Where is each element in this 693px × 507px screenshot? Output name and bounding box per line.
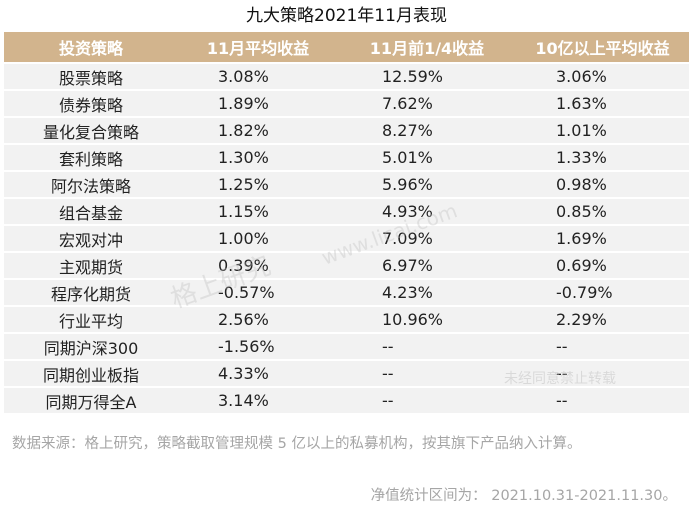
large-fund-average-cell: 1.01% <box>516 118 689 143</box>
table-row: 程序化期货 -0.57% 4.23% -0.79% <box>4 280 689 305</box>
nov-top-quartile-cell: 10.96% <box>338 307 516 332</box>
nov-top-quartile-cell: 5.01% <box>338 145 516 170</box>
column-header-nov-average: 11月平均收益 <box>178 32 338 62</box>
nov-average-cell: 1.25% <box>178 172 338 197</box>
table-header-row: 投资策略 11月平均收益 11月前1/4收益 10亿以上平均收益 <box>4 32 689 62</box>
strategy-name-cell: 同期沪深300 <box>4 334 178 359</box>
strategy-name-cell: 同期创业板指 <box>4 361 178 386</box>
column-header-strategy: 投资策略 <box>4 32 178 62</box>
strategy-name-cell: 组合基金 <box>4 199 178 224</box>
nov-top-quartile-cell: -- <box>338 361 516 386</box>
nov-average-cell: -1.56% <box>178 334 338 359</box>
large-fund-average-cell: -- <box>516 388 689 413</box>
nov-top-quartile-cell: -- <box>338 334 516 359</box>
table-row: 主观期货 0.39% 6.97% 0.69% <box>4 253 689 278</box>
table-row: 量化复合策略 1.82% 8.27% 1.01% <box>4 118 689 143</box>
strategy-name-cell: 宏观对冲 <box>4 226 178 251</box>
strategy-name-cell: 同期万得全A <box>4 388 178 413</box>
nov-top-quartile-cell: 4.93% <box>338 199 516 224</box>
nov-average-cell: 1.89% <box>178 91 338 116</box>
large-fund-average-cell: 1.63% <box>516 91 689 116</box>
nov-top-quartile-cell: 12.59% <box>338 64 516 89</box>
strategy-name-cell: 股票策略 <box>4 64 178 89</box>
strategy-name-cell: 债券策略 <box>4 91 178 116</box>
strategy-name-cell: 量化复合策略 <box>4 118 178 143</box>
table-row: 行业平均 2.56% 10.96% 2.29% <box>4 307 689 332</box>
nov-top-quartile-cell: 5.96% <box>338 172 516 197</box>
large-fund-average-cell: -- <box>516 361 689 386</box>
strategy-name-cell: 程序化期货 <box>4 280 178 305</box>
nov-top-quartile-cell: 8.27% <box>338 118 516 143</box>
table-row: 同期创业板指 4.33% -- -- <box>4 361 689 386</box>
table-title: 九大策略2021年11月表现 <box>246 6 447 26</box>
strategy-name-cell: 行业平均 <box>4 307 178 332</box>
column-header-nov-top-quartile: 11月前1/4收益 <box>338 32 516 62</box>
table-row: 债券策略 1.89% 7.62% 1.63% <box>4 91 689 116</box>
table-row: 同期沪深300 -1.56% -- -- <box>4 334 689 359</box>
nov-top-quartile-cell: -- <box>338 388 516 413</box>
table-row: 股票策略 3.08% 12.59% 3.06% <box>4 64 689 89</box>
strategy-name-cell: 主观期货 <box>4 253 178 278</box>
large-fund-average-cell: 1.69% <box>516 226 689 251</box>
table-row: 阿尔法策略 1.25% 5.96% 0.98% <box>4 172 689 197</box>
large-fund-average-cell: 0.69% <box>516 253 689 278</box>
nov-average-cell: 4.33% <box>178 361 338 386</box>
footnote-period: 净值统计区间为： 2021.10.31-2021.11.30。 <box>370 488 677 504</box>
nov-top-quartile-cell: 7.09% <box>338 226 516 251</box>
nov-average-cell: 1.82% <box>178 118 338 143</box>
table-row: 套利策略 1.30% 5.01% 1.33% <box>4 145 689 170</box>
footnote-source: 数据来源：格上研究，策略截取管理规模 5 亿以上的私募机构，按其旗下产品纳入计算… <box>12 436 582 452</box>
column-header-large-fund-average: 10亿以上平均收益 <box>516 32 689 62</box>
large-fund-average-cell: -0.79% <box>516 280 689 305</box>
large-fund-average-cell: 1.33% <box>516 145 689 170</box>
nov-average-cell: 1.00% <box>178 226 338 251</box>
table-body: 股票策略 3.08% 12.59% 3.06% 债券策略 1.89% 7.62% 1.63% 量… <box>4 64 689 413</box>
table-row: 同期万得全A 3.14% -- -- <box>4 388 689 413</box>
nov-average-cell: -0.57% <box>178 280 338 305</box>
nov-average-cell: 2.56% <box>178 307 338 332</box>
large-fund-average-cell: 0.85% <box>516 199 689 224</box>
nov-top-quartile-cell: 7.62% <box>338 91 516 116</box>
nov-average-cell: 1.30% <box>178 145 338 170</box>
large-fund-average-cell: 0.98% <box>516 172 689 197</box>
large-fund-average-cell: 3.06% <box>516 64 689 89</box>
nov-average-cell: 1.15% <box>178 199 338 224</box>
nov-average-cell: 3.08% <box>178 64 338 89</box>
large-fund-average-cell: 2.29% <box>516 307 689 332</box>
table-row: 宏观对冲 1.00% 7.09% 1.69% <box>4 226 689 251</box>
nov-top-quartile-cell: 4.23% <box>338 280 516 305</box>
strategy-table: 投资策略 11月平均收益 11月前1/4收益 10亿以上平均收益 股票策略 3.0… <box>4 30 689 415</box>
strategy-name-cell: 套利策略 <box>4 145 178 170</box>
nov-top-quartile-cell: 6.97% <box>338 253 516 278</box>
large-fund-average-cell: -- <box>516 334 689 359</box>
table-row: 组合基金 1.15% 4.93% 0.85% <box>4 199 689 224</box>
strategy-name-cell: 阿尔法策略 <box>4 172 178 197</box>
nov-average-cell: 3.14% <box>178 388 338 413</box>
nov-average-cell: 0.39% <box>178 253 338 278</box>
